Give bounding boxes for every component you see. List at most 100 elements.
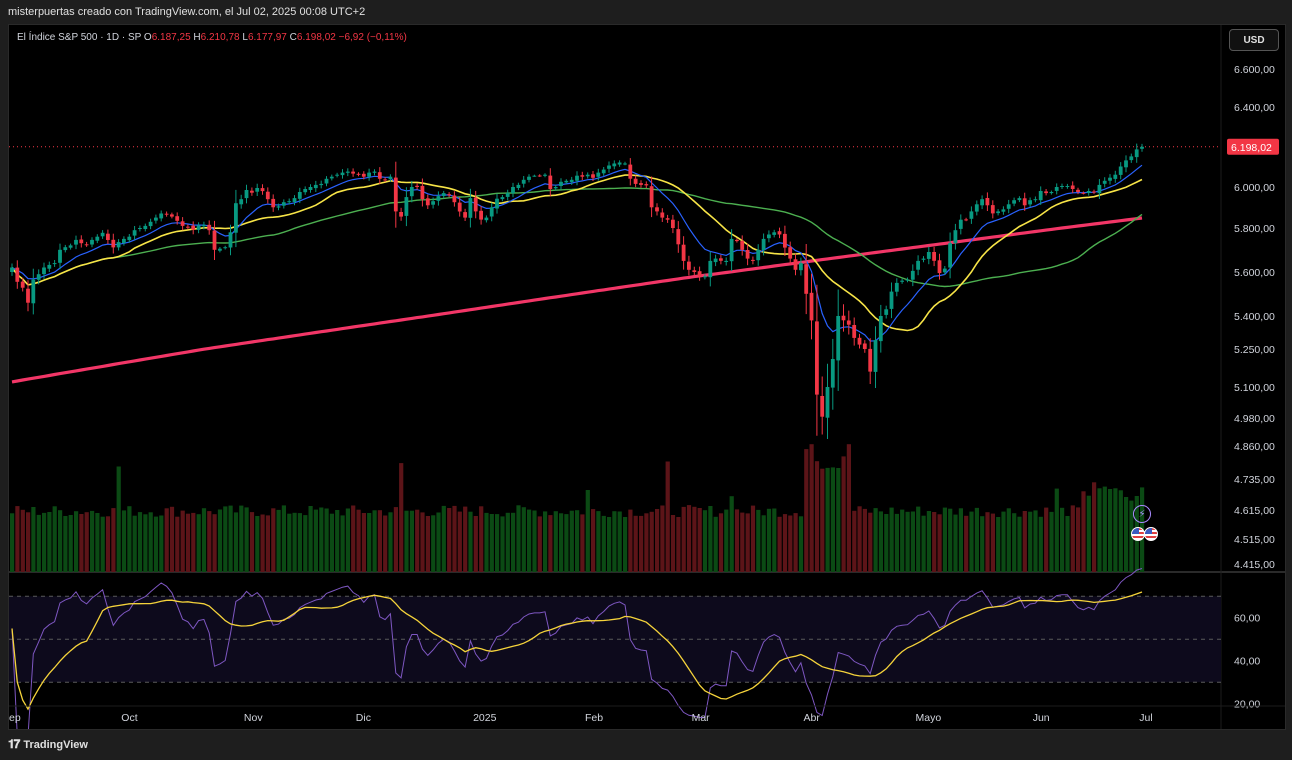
volume-bar [1086, 495, 1091, 572]
candle-body [505, 193, 510, 197]
volume-bar [436, 512, 441, 572]
candle-body [639, 183, 643, 185]
candle-body [1022, 198, 1027, 206]
candle-body [767, 234, 771, 239]
candle-body [783, 233, 787, 248]
brand-text: TradingView [23, 738, 88, 751]
price-tick-label: 4.980,00 [1234, 413, 1275, 425]
volume-bar [655, 509, 660, 572]
volume-bar [516, 505, 521, 572]
candle-body [100, 232, 105, 237]
volume-bar [164, 508, 169, 572]
volume-bar [420, 512, 425, 572]
volume-bar [217, 509, 223, 572]
candle-body [148, 221, 153, 227]
us-flag-icon[interactable] [1131, 527, 1145, 541]
candle-body [457, 202, 462, 212]
volume-bar [143, 514, 148, 572]
candle-body [239, 199, 244, 205]
candle-body [425, 198, 430, 206]
candle-body [788, 247, 793, 259]
candle-body [260, 188, 265, 192]
candle-body [729, 238, 734, 262]
volume-bar [329, 513, 334, 572]
price-chart[interactable]: 6.600,00 6.400,00 6.000,00 5.800,00 5.600,00… [9, 25, 1285, 729]
volume-bar [921, 515, 926, 572]
volume-bar [132, 515, 137, 572]
last-price-tag [1227, 138, 1279, 155]
volume-bar [521, 507, 526, 572]
candle-body [740, 241, 745, 250]
volume-bar [841, 456, 846, 572]
volume-bar [511, 512, 516, 572]
candle-body [1097, 184, 1102, 194]
candle-body [10, 267, 14, 272]
volume-bar [718, 513, 724, 572]
candle-body [1049, 192, 1054, 194]
candle-body [990, 205, 995, 214]
candle-body [324, 178, 329, 184]
volume-bar [777, 516, 782, 572]
candle-body [910, 270, 915, 280]
candle-body [111, 239, 116, 248]
candle-body [218, 248, 222, 251]
candle-body [388, 176, 393, 180]
volume-bar [127, 506, 132, 572]
volume-bar [1097, 488, 1102, 572]
candle-body [297, 192, 302, 199]
time-tick-label: Mayo [916, 712, 942, 724]
price-tick-label: 5.100,00 [1234, 382, 1275, 394]
candle-body [340, 172, 345, 176]
price-tick-label: 6.600,00 [1234, 64, 1275, 76]
candle-body [852, 325, 857, 338]
volume-bar [1017, 516, 1022, 572]
volume-bar [180, 510, 185, 572]
volume-bar [319, 507, 324, 572]
volume-bar [388, 512, 393, 572]
volume-bar [68, 515, 73, 572]
chart-frame[interactable]: 6.600,00 6.400,00 6.000,00 5.800,00 5.600,00… [8, 24, 1286, 730]
volume-bar [345, 508, 350, 572]
candle-body [623, 163, 627, 165]
lightning-icon[interactable]: ⚡ [1133, 505, 1151, 523]
us-flag-icon[interactable] [1144, 527, 1158, 541]
volume-bar [484, 512, 489, 572]
candle-body [820, 396, 825, 417]
time-tick-label: Abr [804, 712, 821, 724]
candle-body [905, 279, 910, 281]
candle-body [228, 232, 233, 248]
candle-body [521, 179, 526, 184]
volume-bar [601, 515, 606, 572]
volume-bar [287, 513, 292, 572]
candle-body [351, 171, 355, 174]
volume-bar [527, 509, 532, 572]
currency-button[interactable]: USD [1229, 29, 1279, 51]
volume-bar [766, 508, 772, 572]
candle-body [836, 316, 841, 361]
time-tick-label: Nov [244, 712, 263, 724]
candle-body [527, 176, 531, 180]
candle-body [452, 195, 457, 203]
volume-bar [137, 512, 143, 572]
volume-bar [1108, 489, 1113, 572]
candle-body [399, 212, 403, 217]
volume-bar [607, 517, 612, 572]
price-tick-label: 4.615,00 [1234, 505, 1275, 517]
time-tick-label: Feb [585, 712, 603, 724]
volume-bar [351, 505, 356, 572]
candle-body [687, 261, 691, 270]
volume-bar [708, 506, 713, 572]
volume-bar [105, 516, 111, 572]
candle-body [1081, 192, 1086, 194]
volume-bar [559, 513, 564, 572]
candle-body [830, 359, 835, 388]
volume-bar [996, 517, 1001, 572]
tradingview-brand[interactable]: 𝟏𝟕 TradingView [8, 737, 88, 752]
volume-bar [825, 467, 830, 572]
volume-bar [713, 516, 718, 572]
volume-bar [393, 507, 398, 572]
volume-bar [793, 513, 798, 572]
candle-body [761, 238, 766, 250]
volume-bar [265, 515, 270, 572]
open-label: O [143, 32, 152, 43]
